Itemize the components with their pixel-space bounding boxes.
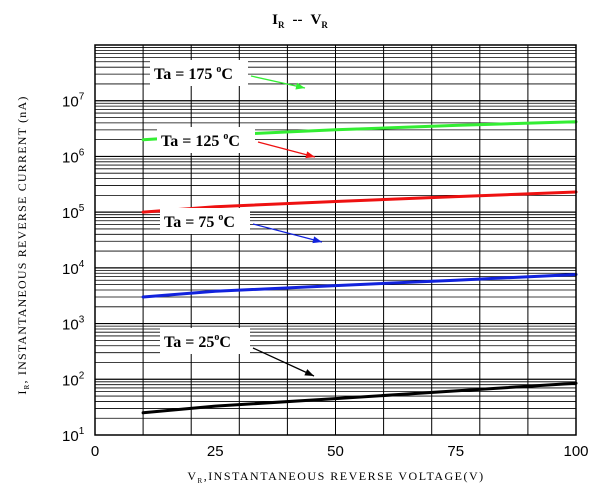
series-label: Ta = 75 oC [164, 212, 235, 231]
label-arrowhead [305, 151, 315, 159]
x-tick-label: 50 [327, 443, 344, 460]
label-arrowhead [304, 369, 314, 376]
y-tick-label: 101 [62, 426, 85, 445]
label-arrow [252, 347, 315, 377]
label-arrows [250, 75, 323, 377]
label-arrow [250, 75, 306, 89]
series-line [141, 381, 578, 415]
y-tick-label: 107 [62, 92, 85, 111]
x-tick-label: 0 [91, 443, 99, 460]
y-tick-label: 106 [62, 147, 85, 166]
y-tick-label: 104 [62, 259, 85, 278]
series-label: Ta = 175 oC [154, 64, 233, 83]
plot-frame [94, 44, 577, 436]
y-tick-label: 105 [62, 203, 85, 222]
series-label-box [160, 328, 250, 354]
y-tick-label: 102 [62, 370, 85, 389]
series-line [141, 273, 578, 299]
x-tick-label: 75 [447, 443, 464, 460]
y-axis-label: IR, INSTANTANEOUS REVERSE CURRENT (nA) [15, 95, 31, 394]
series-label-box [160, 208, 250, 234]
series-labels: Ta = 175 oC Ta = 125 oC Ta = 75 oC Ta = 25o… [150, 60, 255, 354]
label-arrow [257, 141, 316, 158]
series-label: Ta = 125 oC [161, 131, 240, 150]
label-arrowhead [312, 236, 322, 244]
chart-title: IR -- VR [272, 12, 328, 30]
label-arrowhead [295, 82, 305, 90]
series-label-box [157, 127, 255, 153]
series-label-box [150, 60, 248, 86]
x-tick-labels: 0 25 50 75 100 [91, 443, 589, 460]
series-label: Ta = 25oC [164, 332, 231, 351]
label-arrow [252, 223, 323, 243]
x-tick-label: 25 [207, 443, 224, 460]
y-tick-labels: 101 102 103 104 105 106 107 [62, 92, 85, 445]
x-axis-label: VR,INSTANTANEOUS REVERSE VOLTAGE(V) [187, 469, 484, 485]
y-tick-label: 103 [62, 315, 85, 334]
x-tick-label: 100 [563, 443, 588, 460]
